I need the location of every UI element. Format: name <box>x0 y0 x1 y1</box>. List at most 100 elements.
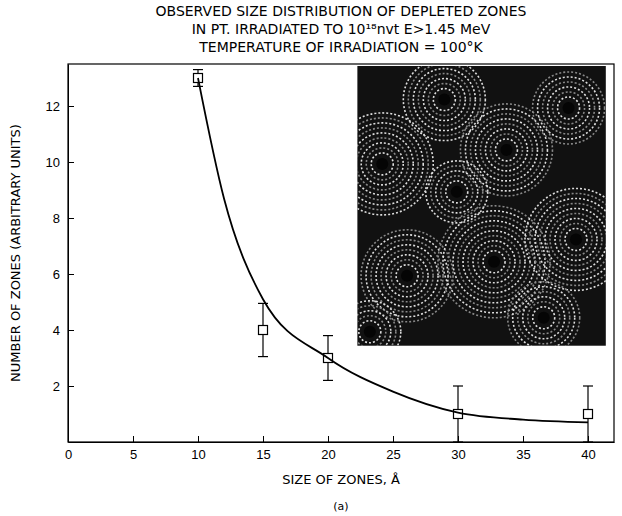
y-axis-line <box>68 65 69 443</box>
inset-ring <box>533 307 555 329</box>
error-bar <box>258 303 268 356</box>
title-line: TEMPERATURE OF IRRADIATION = 100°K <box>198 39 483 55</box>
inset-ring <box>470 114 542 186</box>
error-bar-cap <box>453 441 463 442</box>
error-bar-cap <box>258 356 268 357</box>
inset-ring <box>433 89 455 111</box>
inset-ring <box>525 188 606 290</box>
inset-ring <box>366 148 398 180</box>
inset-ring <box>533 72 605 144</box>
inset-ring <box>555 218 597 260</box>
y-tick: 10 <box>46 155 74 170</box>
inset-ring <box>357 301 400 346</box>
data-point <box>259 326 268 335</box>
x-tick-label: 20 <box>321 447 335 462</box>
title-line: OBSERVED SIZE DISTRIBUTION OF DEPLETED Z… <box>156 3 527 19</box>
inset-pole <box>563 102 575 114</box>
inset-ring <box>371 153 393 175</box>
inset-ring <box>553 92 585 124</box>
inset-ring <box>413 69 475 131</box>
x-tick-mark <box>263 436 264 442</box>
x-tick: 10 <box>191 436 205 462</box>
inset-ring <box>428 84 460 116</box>
inset-ring <box>458 226 530 298</box>
x-tick: 5 <box>130 436 137 462</box>
title-line: IN PT. IRRADIATED TO 10¹⁸nvt E>1.45 MeV <box>192 21 491 37</box>
x-tick-label: 0 <box>65 447 72 462</box>
inset-ring <box>483 251 505 273</box>
y-tick-mark <box>68 386 74 387</box>
inset-ring <box>371 240 443 312</box>
inset-ring <box>357 306 395 346</box>
inset-ring <box>357 128 418 200</box>
x-tick-label: 25 <box>386 447 400 462</box>
inset-ring <box>423 79 465 121</box>
inset-ring <box>480 124 532 176</box>
inset-ring <box>545 208 606 270</box>
error-bar-cap <box>323 335 333 336</box>
inset-pole <box>488 256 500 268</box>
y-tick-label: 10 <box>46 155 60 170</box>
inset-ring <box>357 138 408 190</box>
inset-ring <box>357 316 385 346</box>
inset-ring <box>540 203 606 275</box>
data-layer <box>193 70 593 442</box>
error-bar-cap <box>323 380 333 381</box>
x-tick-mark <box>328 436 329 442</box>
y-tick-mark <box>68 106 74 107</box>
x-tick: 25 <box>386 436 400 462</box>
inset-ring <box>426 161 488 223</box>
inset-ring <box>518 292 570 344</box>
inset-ring <box>453 221 535 303</box>
x-tick: 20 <box>321 436 335 462</box>
inset-ring <box>523 297 565 339</box>
y-tick-label: 12 <box>46 99 60 114</box>
error-bar-cap <box>583 385 593 386</box>
inset-pole <box>538 312 550 324</box>
inset-ring <box>543 82 595 134</box>
inset-ring <box>359 321 381 343</box>
inset-ring <box>403 66 485 141</box>
plot: 051015202530354024681012 <box>46 59 622 463</box>
x-tick-label: 15 <box>256 447 270 462</box>
y-tick: 6 <box>53 267 74 282</box>
inset-ring <box>408 66 480 136</box>
x-tick-mark <box>133 436 134 442</box>
inset-ring <box>558 97 580 119</box>
y-axis-title: NUMBER OF ZONES (ARBITRARY UNITS) <box>8 124 23 382</box>
inset-ring <box>460 104 552 196</box>
x-tick-label: 10 <box>191 447 205 462</box>
inset-ring <box>465 109 547 191</box>
error-bar-cap <box>583 441 593 442</box>
caption: (a) <box>333 500 348 513</box>
inset-ring <box>381 250 433 302</box>
inset-pole <box>451 186 463 198</box>
inset-ring <box>550 213 602 265</box>
y-tick-mark <box>68 330 74 331</box>
inset-background <box>357 66 605 346</box>
inset-ring <box>560 223 592 255</box>
inset-ring <box>357 123 423 205</box>
x-tick-mark <box>393 436 394 442</box>
inset-ring <box>468 236 520 288</box>
inset-ring <box>357 311 390 346</box>
plot-frame <box>68 64 614 442</box>
y-tick-mark <box>68 274 74 275</box>
inset-ring <box>436 171 478 213</box>
inset-ring <box>485 129 527 171</box>
y-tick: 4 <box>53 323 74 338</box>
x-axis-title: SIZE OF ZONES, Å <box>282 472 400 487</box>
y-tick-label: 4 <box>53 323 60 338</box>
inset-ring <box>548 87 590 129</box>
inset-ring <box>508 282 580 346</box>
inset-ring <box>565 228 587 250</box>
data-point <box>584 410 593 419</box>
inset-ring <box>361 143 403 185</box>
inset-image <box>331 59 622 363</box>
inset-ring <box>418 74 470 126</box>
chart: OBSERVED SIZE DISTRIBUTION OF DEPLETED Z… <box>0 0 622 516</box>
x-tick-label: 30 <box>451 447 465 462</box>
y-tick: 2 <box>53 379 74 394</box>
y-tick: 8 <box>53 211 74 226</box>
y-tick-label: 2 <box>53 379 60 394</box>
